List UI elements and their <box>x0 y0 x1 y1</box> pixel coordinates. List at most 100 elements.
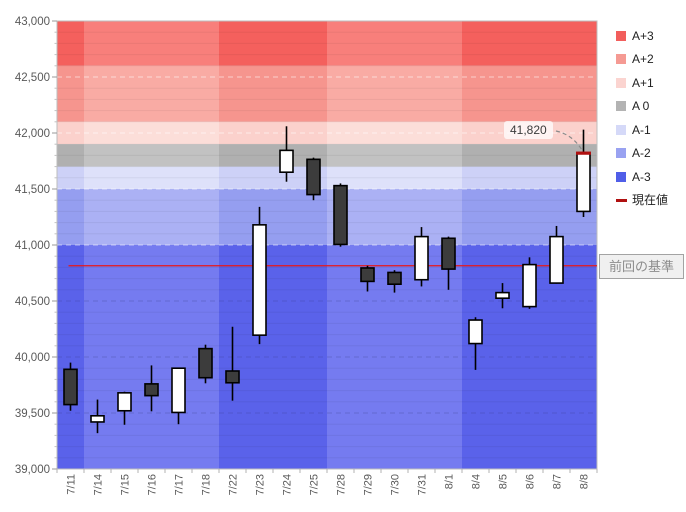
legend-item-A 0: A 0 <box>616 99 668 113</box>
candle-body <box>333 184 348 246</box>
x-axis-label: 7/25 <box>309 474 321 495</box>
candle-7/25 <box>306 157 321 201</box>
x-axis: 7/11 7/14 7/15 7/16 7/17 7/18 7/22 7/23 7/24 7/25… <box>56 469 598 495</box>
band-A+3 <box>327 21 462 66</box>
candle-body <box>495 291 510 300</box>
candle-7/28 <box>333 183 348 247</box>
legend-label: A 0 <box>632 99 650 113</box>
candle-body <box>90 414 105 423</box>
candle-body <box>252 224 267 336</box>
legend-label: A-1 <box>632 122 651 137</box>
y-axis-label: 41,500 <box>15 184 50 196</box>
candle-body <box>441 237 456 270</box>
current-value-annotation: 41,820 <box>504 121 553 139</box>
candle-body <box>144 383 159 397</box>
candle-7/11 <box>63 362 78 411</box>
x-axis-label: 7/16 <box>147 474 159 495</box>
candle-body <box>117 392 132 412</box>
band-A-2 <box>462 189 597 245</box>
candle-7/24 <box>279 126 294 182</box>
major-gridlines <box>57 20 597 414</box>
band-A-2 <box>84 189 219 245</box>
x-axis-label: 7/29 <box>363 474 375 495</box>
x-axis-label: 7/22 <box>228 474 240 495</box>
legend-label: A+3 <box>632 28 654 43</box>
candle-body <box>198 347 213 379</box>
candle-7/14 <box>90 399 105 434</box>
band-A-3 <box>219 245 327 469</box>
candle-7/30 <box>387 270 402 293</box>
candle-8/5 <box>495 283 510 309</box>
band-A 0 <box>219 144 327 167</box>
x-axis-label: 7/18 <box>201 474 213 495</box>
candle-8/7 <box>549 225 564 284</box>
candle-7/31 <box>414 227 429 287</box>
legend-label: A-3 <box>632 169 651 184</box>
candle-7/17 <box>171 367 186 425</box>
band-A-1 <box>327 166 462 189</box>
band-A-1 <box>57 166 84 189</box>
legend-label: A-2 <box>632 146 651 160</box>
previous-baseline-label: 前回の基準 <box>599 254 685 279</box>
legend-color-swatch <box>616 77 626 88</box>
band-A-1 <box>462 166 597 189</box>
x-axis-label: 8/5 <box>498 474 510 489</box>
x-axis-label: 7/30 <box>390 474 402 495</box>
legend-label: A+2 <box>632 52 654 66</box>
candle-body <box>522 263 537 308</box>
legend-label: A+1 <box>632 75 654 90</box>
legend-color-swatch <box>616 30 626 41</box>
legend-item-A-1: A-1 <box>616 122 668 137</box>
candle-7/23 <box>252 206 267 345</box>
legend-item-現在値: 現在値 <box>616 194 668 206</box>
band-A+2 <box>84 65 219 122</box>
candle-body <box>468 319 483 345</box>
candles <box>63 126 591 434</box>
x-axis-label: 7/31 <box>417 474 429 495</box>
legend-color-swatch <box>616 171 626 182</box>
annotation-connector <box>555 130 583 151</box>
band-A 0 <box>57 144 84 167</box>
band-A 0 <box>462 144 597 167</box>
x-axis-label: 7/24 <box>282 474 294 495</box>
band-A-1 <box>219 166 327 189</box>
candle-body <box>225 370 240 384</box>
legend-color-swatch <box>616 54 626 64</box>
x-axis-label: 8/1 <box>444 474 456 489</box>
y-axis-label: 43,000 <box>15 16 50 28</box>
legend-color-swatch <box>616 124 626 135</box>
band-A-3 <box>57 245 84 469</box>
band-A-1 <box>84 166 219 189</box>
x-axis-label: 8/4 <box>471 474 483 489</box>
band-A+2 <box>327 65 462 122</box>
x-axis-label: 7/23 <box>255 474 267 495</box>
band-A 0 <box>327 144 462 167</box>
x-axis-label: 7/14 <box>93 474 105 495</box>
band-A-3 <box>84 245 219 469</box>
candle-8/8 <box>576 129 591 217</box>
band-A+3 <box>462 21 597 66</box>
y-axis-label: 42,500 <box>15 72 50 84</box>
band-A+3 <box>219 21 327 66</box>
background-bands <box>57 21 597 469</box>
band-A-2 <box>57 189 84 245</box>
x-axis-label: 8/6 <box>525 474 537 489</box>
legend-item-A+1: A+1 <box>616 75 668 90</box>
candle-body <box>387 271 402 286</box>
candle-7/22 <box>225 326 240 401</box>
band-A-2 <box>219 189 327 245</box>
candle-body <box>549 235 564 284</box>
legend-item-A-3: A-3 <box>616 169 668 184</box>
legend: A+3 A+2 A+1 A 0 A-1 A-2 A-3 現在値 <box>616 30 668 218</box>
legend-color-swatch <box>616 148 626 158</box>
candle-7/18 <box>198 344 213 384</box>
candle-body <box>306 158 321 196</box>
candle-body <box>576 152 591 213</box>
x-axis-label: 7/15 <box>120 474 132 495</box>
x-axis-label: 7/28 <box>336 474 348 495</box>
candle-7/29 <box>360 265 375 292</box>
x-axis-label: 8/7 <box>552 474 564 489</box>
minor-gridlines <box>57 31 597 459</box>
y-axis-label: 39,000 <box>15 464 50 476</box>
candle-body <box>414 235 429 281</box>
